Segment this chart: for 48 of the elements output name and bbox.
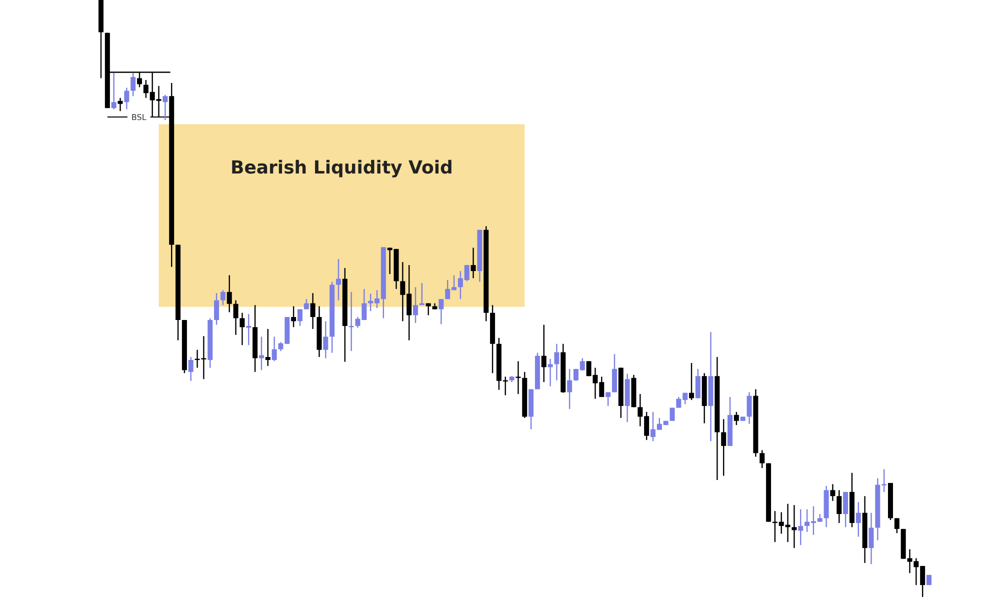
- candlestick: [240, 312, 245, 346]
- candlestick: [612, 353, 617, 393]
- candlestick: [246, 313, 252, 346]
- candlestick: [111, 72, 116, 110]
- candlestick: [695, 368, 700, 399]
- ref-line-label: BSL: [131, 113, 147, 122]
- candlestick: [265, 328, 270, 367]
- candlestick: [516, 360, 521, 395]
- candlestick: [272, 336, 277, 362]
- candlestick: [162, 94, 168, 121]
- candlestick: [220, 290, 226, 306]
- candlestick: [830, 484, 836, 502]
- candlestick: [188, 356, 194, 382]
- candlestick: [746, 392, 752, 424]
- candlestick: [836, 490, 842, 524]
- candlestick: [310, 292, 316, 330]
- candlestick: [118, 97, 123, 112]
- candlestick: [137, 72, 142, 88]
- candlestick: [606, 392, 611, 407]
- candlestick: [130, 72, 136, 97]
- candlestick: [721, 418, 726, 476]
- candlestick: [214, 292, 220, 326]
- candlestick: [124, 87, 130, 110]
- candlestick: [541, 324, 546, 383]
- candlestick: [734, 411, 739, 426]
- candlestick: [792, 504, 797, 549]
- candlestick: [798, 508, 804, 546]
- candlestick: [554, 343, 560, 381]
- candlestick: [233, 300, 238, 336]
- candlestick: [297, 308, 302, 327]
- candlestick: [567, 368, 572, 410]
- candlestick: [413, 286, 418, 324]
- candlestick: [689, 362, 694, 401]
- candlestick: [760, 450, 765, 469]
- candlestick: [894, 518, 900, 534]
- candlestick: [336, 258, 341, 301]
- candlestick: [548, 358, 553, 387]
- band-label: Bearish Liquidity Void: [230, 158, 453, 178]
- candlestick: [291, 306, 296, 328]
- candlestick: [670, 407, 675, 422]
- candlestick: [843, 491, 848, 528]
- candlestick: [323, 320, 328, 359]
- candlestick: [470, 247, 476, 279]
- candlestick: [438, 298, 444, 325]
- candlestick: [856, 501, 861, 538]
- candlestick: [226, 274, 232, 313]
- candlestick: [868, 512, 874, 565]
- candlestick: [258, 336, 264, 371]
